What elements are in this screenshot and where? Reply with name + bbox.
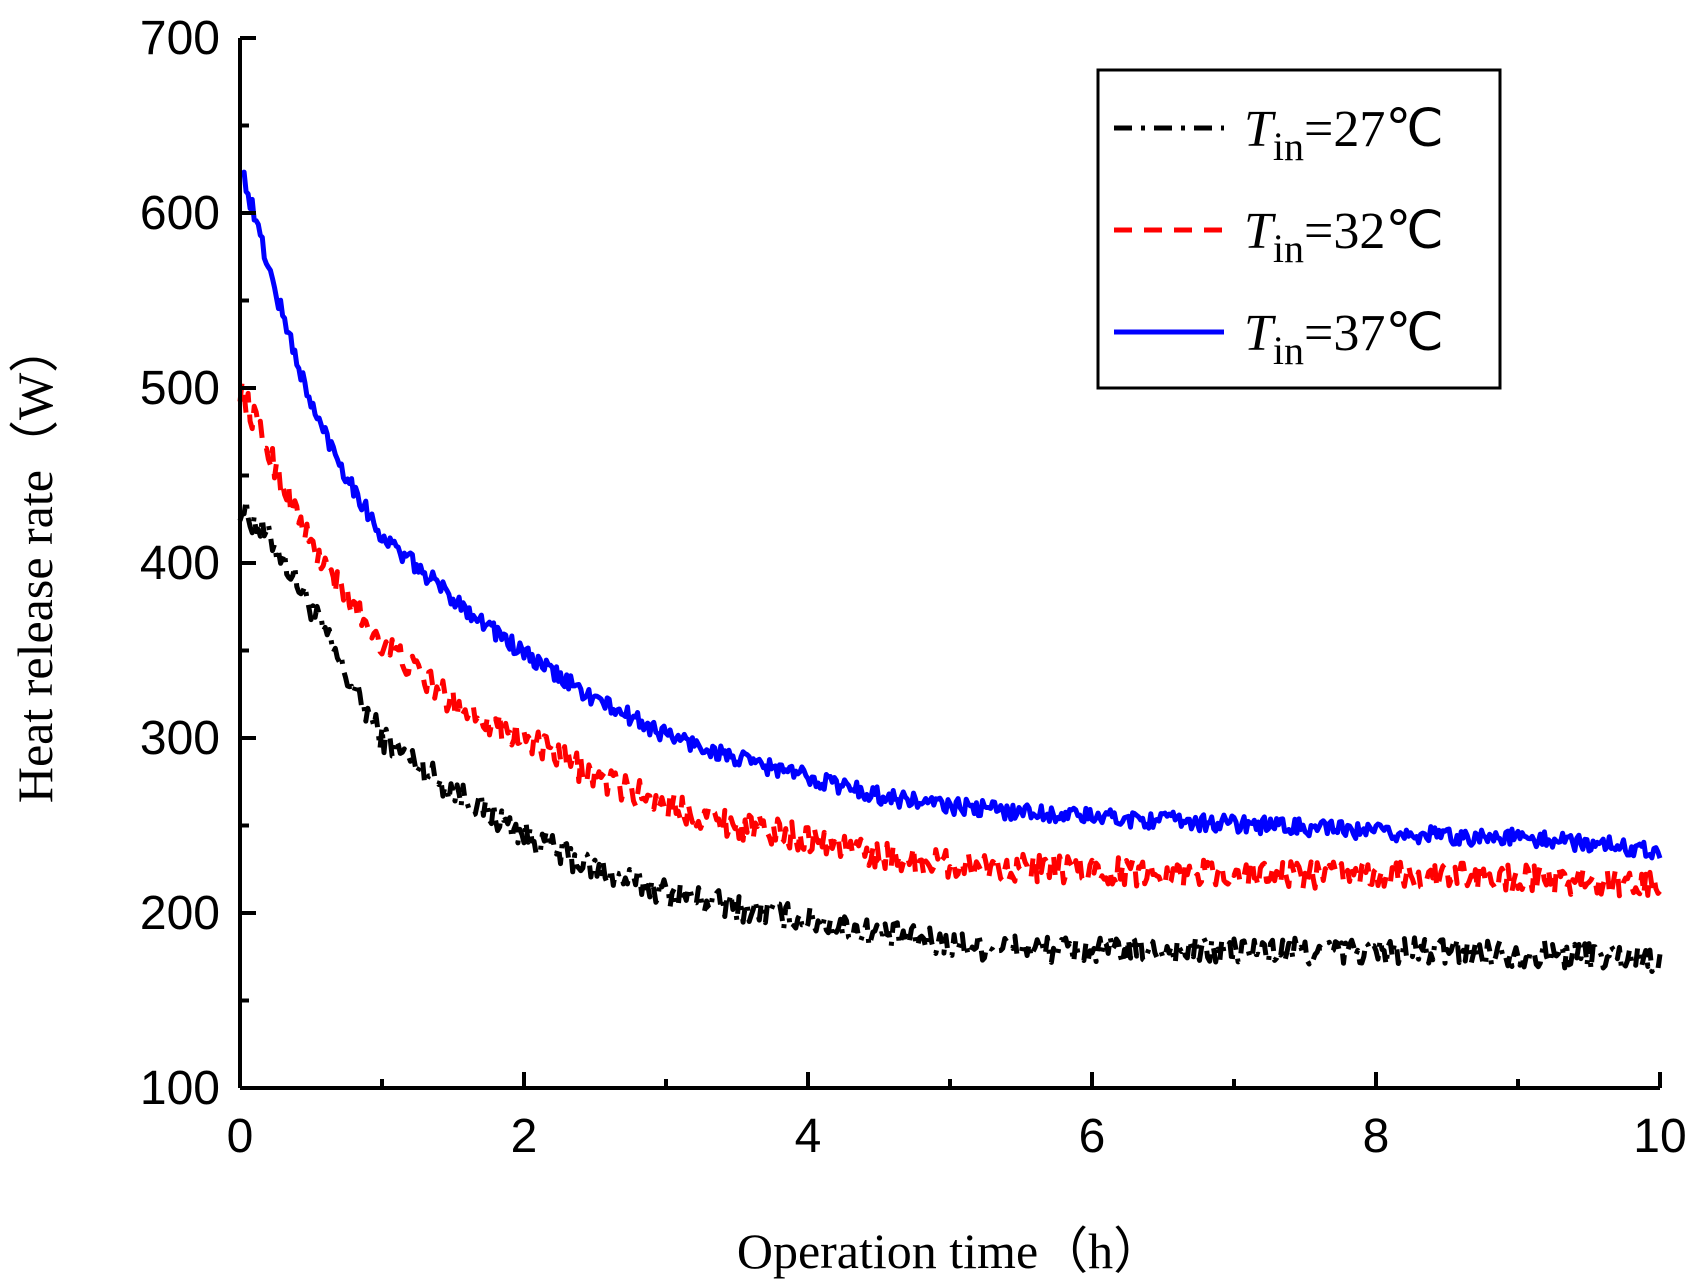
legend-label-value: =27℃ (1304, 101, 1444, 158)
series-line-3 (238, 169, 1663, 861)
y-tick-label: 200 (140, 887, 220, 940)
x-tick-label: 8 (1363, 1110, 1390, 1163)
x-tick-label: 10 (1633, 1110, 1686, 1163)
legend-label-variable: T (1244, 101, 1276, 158)
y-tick-label: 600 (140, 187, 220, 240)
legend-label-1: Tin=27℃ (1244, 101, 1444, 169)
x-tick-label: 6 (1079, 1110, 1106, 1163)
legend-label-3: Tin=37℃ (1244, 305, 1444, 373)
legend-label-value: =37℃ (1304, 305, 1444, 362)
legend-label-value: =32℃ (1304, 203, 1444, 260)
y-tick-label: 400 (140, 537, 220, 590)
y-tick-label: 300 (140, 712, 220, 765)
y-axis-title: Heat release rate（W） (7, 323, 63, 803)
x-tick-label: 4 (795, 1110, 822, 1163)
legend-box (1096, 68, 1502, 390)
axes-layer: 0 2 4 6 8 10 100 200 300 400 500 600 700 Operation ti… (7, 12, 1687, 1279)
legend-label-subscript: in (1273, 124, 1304, 169)
legend-label-subscript: in (1273, 328, 1304, 373)
legend-label-2: Tin=32℃ (1244, 203, 1444, 271)
legend-label-subscript: in (1273, 226, 1304, 271)
series-layer (237, 169, 1663, 974)
y-tick-label: 700 (140, 12, 220, 65)
x-axis-title: Operation time（h） (737, 1223, 1163, 1279)
y-tick-label: 100 (140, 1062, 220, 1115)
y-tick-label: 500 (140, 362, 220, 415)
x-tick-label: 0 (227, 1110, 254, 1163)
legend-label-variable: T (1244, 305, 1276, 362)
series-line-1 (237, 497, 1663, 974)
series-line-2 (237, 380, 1662, 899)
legend-label-variable: T (1244, 203, 1276, 260)
x-tick-label: 2 (511, 1110, 538, 1163)
